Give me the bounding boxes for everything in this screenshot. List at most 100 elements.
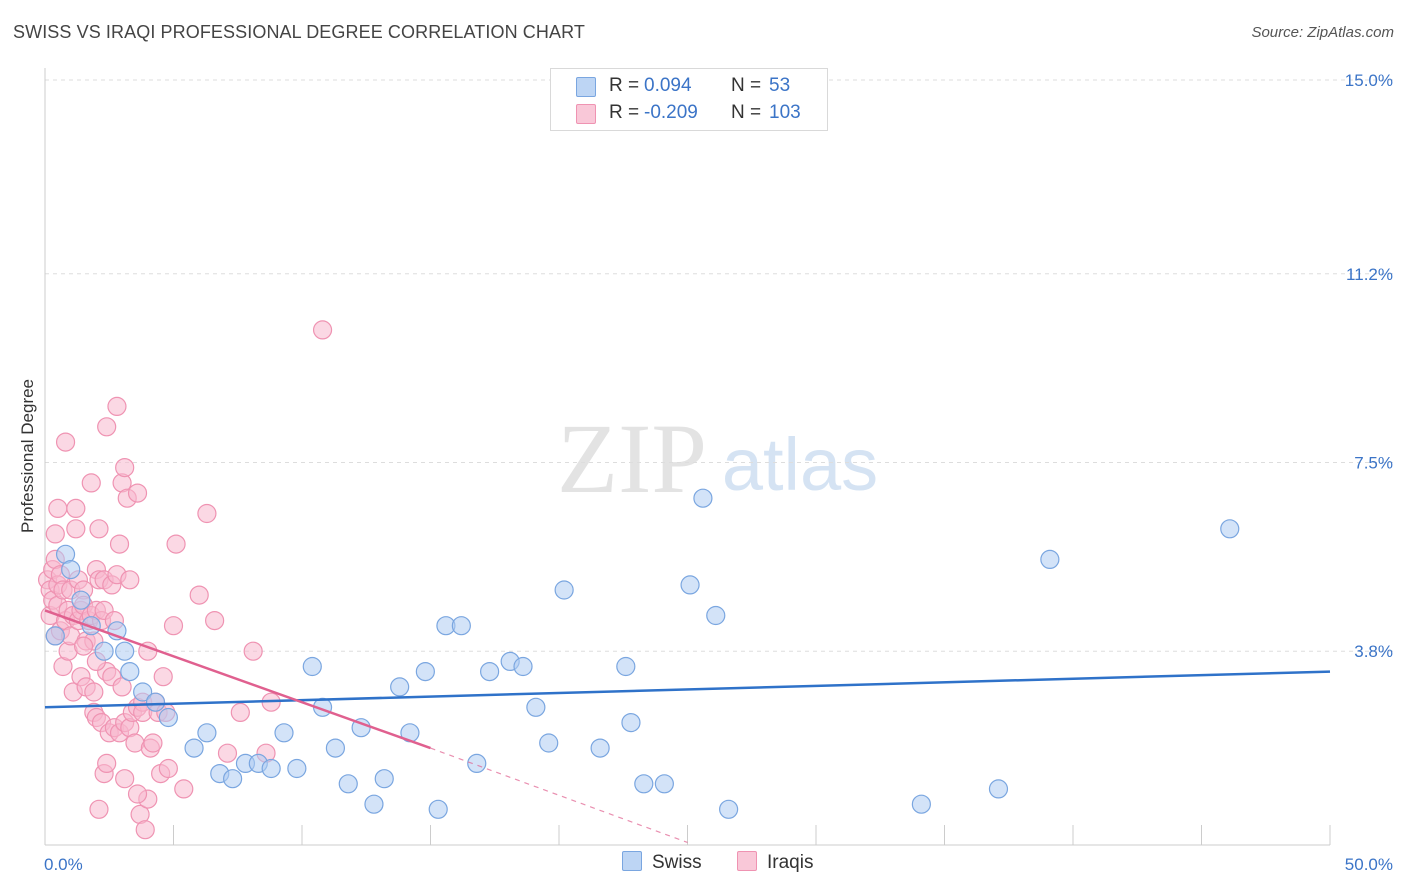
legend-row-swiss: R = 0.094 N = 53 bbox=[551, 75, 827, 99]
swiss-point bbox=[71, 590, 91, 610]
swiss-point bbox=[719, 799, 739, 819]
swiss-point bbox=[911, 794, 931, 814]
bottom-iraqi-label: Iraqis bbox=[767, 852, 814, 873]
iraqi-r-label: R = bbox=[609, 102, 640, 123]
watermark-atlas: atlas bbox=[722, 423, 878, 506]
swiss-point bbox=[184, 738, 204, 758]
iraqi-point bbox=[107, 396, 127, 416]
iraqi-point bbox=[45, 524, 65, 544]
iraqi-n-value: 103 bbox=[769, 102, 801, 123]
swiss-point bbox=[45, 626, 65, 646]
swiss-point bbox=[94, 641, 114, 661]
iraqi-point bbox=[55, 432, 76, 452]
swiss-point bbox=[706, 605, 726, 626]
swiss-point bbox=[693, 488, 713, 508]
swiss-point bbox=[325, 738, 346, 758]
swiss-point bbox=[590, 738, 610, 758]
y-tick-label: 3.8% bbox=[1354, 642, 1393, 661]
iraqi-point bbox=[66, 498, 86, 518]
iraqi-point bbox=[243, 641, 263, 661]
watermark: ZIP atlas bbox=[557, 403, 878, 514]
swiss-point bbox=[654, 774, 674, 794]
y-tick-label: 15.0% bbox=[1345, 71, 1393, 90]
x-tick-labels: 0.0% 50.0% bbox=[44, 855, 1393, 874]
swiss-point bbox=[526, 697, 546, 717]
iraqi-point bbox=[189, 585, 209, 605]
y-tick-label: 11.2% bbox=[1346, 265, 1393, 284]
iraqi-point bbox=[66, 519, 86, 539]
swiss-point bbox=[133, 682, 153, 702]
iraqi-point bbox=[84, 682, 104, 702]
iraqi-point bbox=[230, 702, 250, 723]
iraqi-point bbox=[217, 743, 238, 763]
swiss-point bbox=[364, 794, 384, 814]
swiss-point bbox=[634, 774, 654, 794]
swiss-point bbox=[374, 769, 394, 789]
stats-legend: R = 0.094 N = 53 R = -0.209 N = 103 bbox=[550, 68, 828, 131]
trend-lines bbox=[44, 609, 1331, 844]
swiss-point bbox=[61, 559, 81, 580]
swiss-point bbox=[513, 656, 533, 677]
watermark-zip: ZIP bbox=[557, 403, 707, 514]
swiss-point bbox=[554, 580, 574, 600]
y-tick-labels: 3.8% 7.5% 11.2% 15.0% bbox=[1345, 71, 1393, 661]
iraqi-point bbox=[115, 458, 135, 478]
iraqi-point bbox=[127, 483, 148, 503]
swiss-point bbox=[223, 769, 243, 789]
swiss-point bbox=[988, 779, 1009, 799]
swiss-point bbox=[415, 661, 435, 682]
iraqi-point bbox=[97, 753, 117, 774]
iraqi-point bbox=[143, 733, 163, 753]
swiss-n-label: N = bbox=[731, 75, 762, 96]
iraqi-point bbox=[120, 570, 140, 590]
iraqi-point bbox=[158, 758, 178, 779]
iraqi-point bbox=[115, 769, 135, 789]
swiss-r-label: R = bbox=[609, 75, 640, 96]
chart-title: SWISS VS IRAQI PROFESSIONAL DEGREE CORRE… bbox=[13, 22, 585, 42]
iraqi-n-label: N = bbox=[731, 102, 762, 123]
iraqi-point bbox=[135, 820, 155, 840]
y-tick-label: 7.5% bbox=[1354, 454, 1393, 473]
bottom-iraqi-swatch bbox=[737, 851, 757, 871]
legend-row-iraqis: R = -0.209 N = 103 bbox=[551, 102, 827, 126]
swiss-swatch bbox=[576, 77, 596, 97]
bottom-legend-swiss: Swiss bbox=[622, 851, 702, 874]
iraqi-point bbox=[127, 784, 148, 804]
grid-lines bbox=[45, 79, 1395, 652]
iraqi-point bbox=[153, 667, 173, 687]
swiss-point bbox=[451, 616, 471, 636]
iraqi-point bbox=[109, 534, 130, 554]
x-tick-label: 0.0% bbox=[44, 855, 83, 874]
iraqi-trend-line bbox=[44, 609, 431, 750]
swiss-point bbox=[1040, 549, 1060, 570]
swiss-point bbox=[145, 692, 166, 712]
swiss-point bbox=[390, 677, 410, 697]
swiss-trend-line bbox=[44, 670, 1331, 709]
swiss-point bbox=[274, 723, 294, 743]
iraqi-point bbox=[163, 616, 184, 636]
iraqi-point bbox=[73, 636, 94, 656]
swiss-point bbox=[467, 753, 487, 774]
iraqi-point bbox=[205, 610, 225, 631]
swiss-n-value: 53 bbox=[769, 75, 791, 96]
swiss-point bbox=[1220, 519, 1240, 539]
axes bbox=[44, 68, 1331, 846]
swiss-point bbox=[621, 712, 641, 733]
swiss-point bbox=[428, 799, 448, 819]
swiss-point bbox=[338, 774, 358, 794]
swiss-point bbox=[261, 758, 281, 779]
data-points bbox=[37, 320, 1240, 840]
iraqi-point bbox=[197, 503, 217, 524]
bottom-legend-iraqis: Iraqis bbox=[737, 851, 813, 874]
iraqi-r-value: -0.209 bbox=[644, 102, 698, 123]
swiss-point bbox=[197, 723, 217, 743]
iraqi-point bbox=[166, 534, 186, 554]
swiss-point bbox=[680, 575, 700, 595]
iraqi-point bbox=[112, 677, 132, 697]
swiss-point bbox=[302, 656, 322, 677]
swiss-point bbox=[480, 661, 500, 682]
swiss-point bbox=[539, 733, 559, 753]
iraqi-point bbox=[48, 498, 68, 518]
swiss-point bbox=[287, 758, 307, 779]
